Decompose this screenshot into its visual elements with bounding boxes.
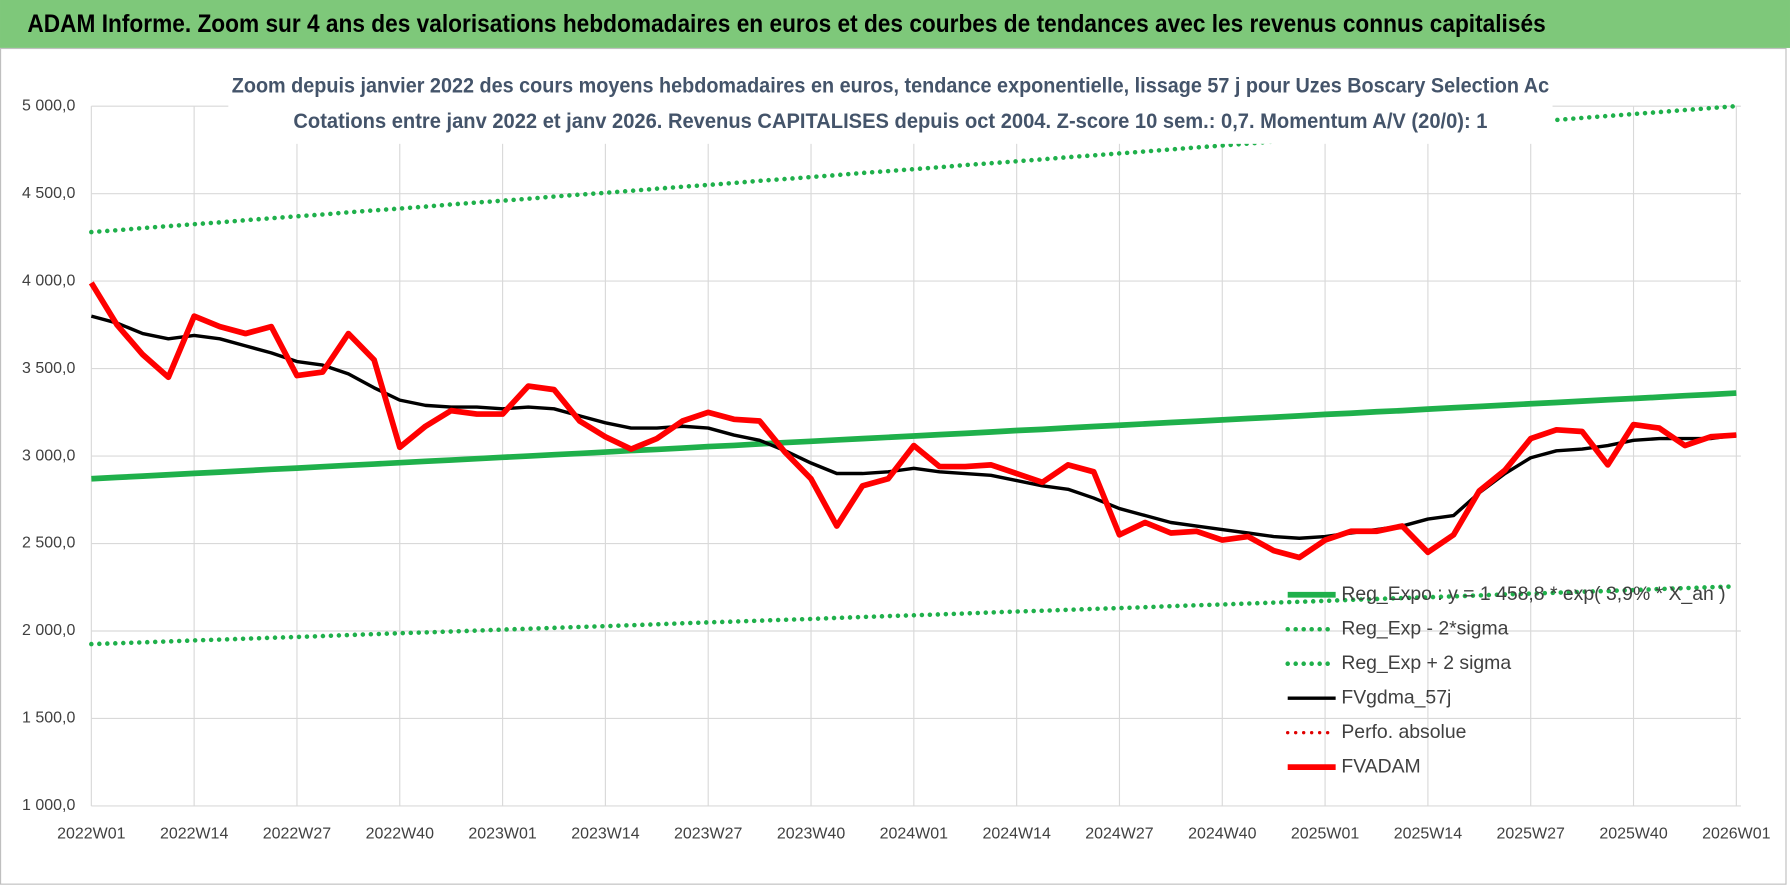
series-line <box>88 281 1737 561</box>
banner-background <box>0 0 1790 48</box>
y-tick-label: 1 000,0 <box>22 797 75 814</box>
x-tick-label: 2022W40 <box>366 826 434 843</box>
x-tick-label: 2026W01 <box>1702 826 1770 843</box>
x-tick-label: 2024W14 <box>982 826 1050 843</box>
series-line <box>91 390 1737 482</box>
y-tick-label: 5 000,0 <box>22 97 75 114</box>
chart-title: Zoom depuis janvier 2022 des cours moyen… <box>232 72 1549 97</box>
y-tick-label: 3 000,0 <box>22 447 75 464</box>
x-tick-label: 2023W01 <box>468 826 536 843</box>
x-tick-label: 2023W40 <box>777 826 845 843</box>
y-tick-label: 4 000,0 <box>22 272 75 289</box>
x-tick-label: 2025W27 <box>1497 826 1565 843</box>
x-tick-label: 2023W27 <box>674 826 742 843</box>
legend: Reg_Expo : y = 1 458,8 * exp( 3,9% * X_a… <box>1285 583 1726 777</box>
series-line <box>89 584 1739 647</box>
x-tick-label: 2025W01 <box>1291 826 1359 843</box>
legend-label: Reg_Expo : y = 1 458,8 * exp( 3,9% * X_a… <box>1341 583 1725 605</box>
x-tick-label: 2024W27 <box>1085 826 1153 843</box>
legend-label: Perfo. absolue <box>1341 721 1466 743</box>
x-tick-label: 2023W14 <box>571 826 639 843</box>
legend-label: FVADAM <box>1341 755 1420 777</box>
x-tick-label: 2025W40 <box>1599 826 1667 843</box>
series-line <box>90 314 1737 540</box>
x-tick-label: 2022W14 <box>160 826 228 843</box>
y-tick-label: 1 500,0 <box>22 710 75 727</box>
legend-label: Reg_Exp + 2 sigma <box>1341 652 1511 674</box>
title-box <box>228 66 1553 144</box>
legend-label: Reg_Exp - 2*sigma <box>1341 617 1508 639</box>
x-tick-label: 2022W01 <box>57 826 125 843</box>
x-tick-label: 2022W27 <box>263 826 331 843</box>
y-tick-label: 2 500,0 <box>22 535 75 552</box>
y-tick-label: 3 500,0 <box>22 360 75 377</box>
legend-label: FVgdma_57j <box>1341 686 1451 708</box>
x-tick-label: 2024W40 <box>1188 826 1256 843</box>
chart-subtitle: Cotations entre janv 2022 et janv 2026. … <box>293 108 1487 133</box>
y-tick-label: 4 500,0 <box>22 185 75 202</box>
banner-title: ADAM Informe. Zoom sur 4 ans des valoris… <box>27 10 1545 38</box>
chart-frame <box>0 47 1787 885</box>
plot-area: 1 000,0 1 500,0 2 000,0 2 500,0 3 000,0 3 500… <box>22 97 1771 842</box>
x-tick-label: 2024W01 <box>880 826 948 843</box>
y-tick-label: 2 000,0 <box>22 622 75 639</box>
x-tick-label: 2025W14 <box>1394 826 1462 843</box>
